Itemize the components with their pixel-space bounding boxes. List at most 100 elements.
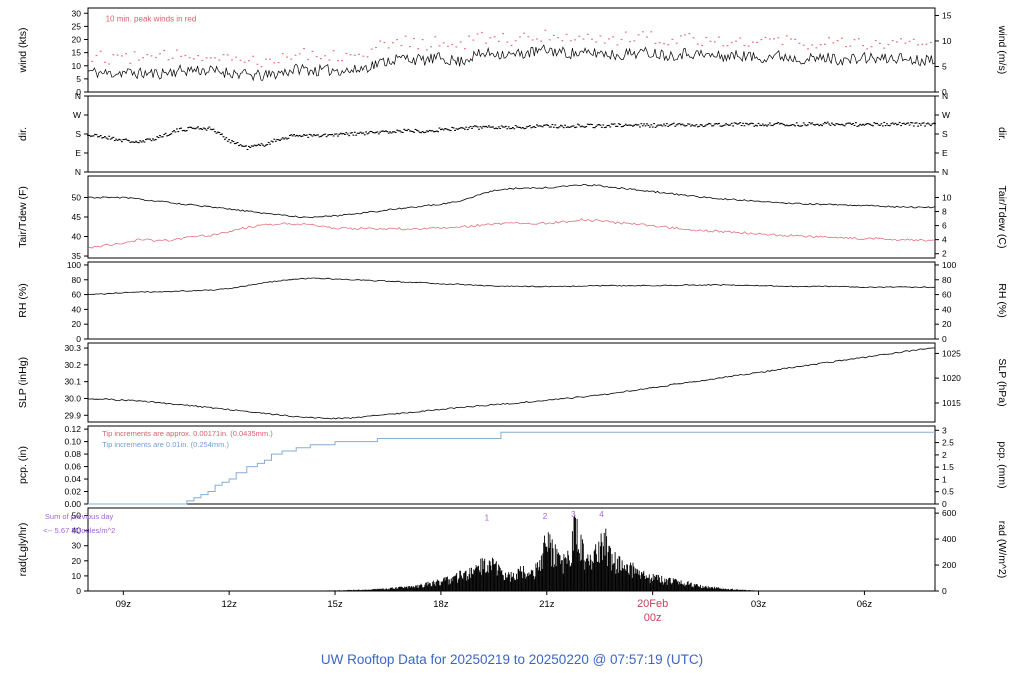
panel-pcp: 0.00 0.02 0.04 0.06 0.08 0.10 0.12 0 0.5 1 1.5 2 2.5… [17, 424, 1008, 509]
svg-text:0: 0 [76, 586, 81, 596]
panel-rad: 0 10 20 30 40 50 0 200 400 600 rad(Lgly/hr) rad (W/… [17, 507, 1008, 596]
series-precip-accum [88, 431, 935, 505]
ylabel-right-rh: RH (%) [996, 283, 1008, 317]
svg-text:20: 20 [942, 319, 952, 329]
svg-text:N: N [75, 167, 81, 177]
svg-text:0.12: 0.12 [64, 424, 81, 434]
svg-text:N: N [942, 167, 948, 177]
svg-text:0.02: 0.02 [64, 487, 81, 497]
ylabel-left-rad: rad(Lgly/hr) [17, 523, 29, 577]
svg-text:40: 40 [72, 526, 82, 536]
ylabel-left-pcp: pcp. (in) [17, 446, 29, 484]
svg-text:30: 30 [72, 8, 82, 18]
svg-text:100: 100 [942, 260, 956, 270]
svg-text:0: 0 [942, 586, 947, 596]
ylabel-left-slp: SLP (inHg) [17, 357, 29, 408]
x-tick-label: 06z [857, 599, 873, 610]
svg-text:400: 400 [942, 534, 956, 544]
svg-text:80: 80 [72, 275, 82, 285]
svg-text:5: 5 [76, 74, 81, 84]
svg-text:W: W [73, 110, 81, 120]
svg-text:20: 20 [72, 556, 82, 566]
svg-text:0.04: 0.04 [64, 474, 81, 484]
ylabel-right-rad: rad (W/m^2) [996, 521, 1008, 578]
annotation-text: Tip increments are approx. 0.00171in. (0… [102, 429, 273, 438]
ylabel-left-wind: wind (kts) [17, 28, 29, 74]
x-tick-label: 18z [433, 599, 449, 610]
series-slp [87, 347, 936, 420]
svg-text:10: 10 [72, 571, 82, 581]
svg-text:0.08: 0.08 [64, 449, 81, 459]
svg-text:80: 80 [942, 275, 952, 285]
series-rh [87, 277, 936, 295]
ylabel-right-wind: wind (m/s) [996, 25, 1008, 74]
svg-text:40: 40 [72, 232, 82, 242]
series-tdew [87, 218, 936, 249]
svg-text:20: 20 [72, 319, 82, 329]
x-tick-label: 21z [539, 599, 555, 610]
panel-slp: 29.9 30.0 30.1 30.2 30.3 1015 1020 1025 SLP (inH… [17, 342, 1008, 423]
svg-text:15: 15 [942, 10, 952, 20]
figure-title: UW Rooftop Data for 20250219 to 20250220… [320, 652, 704, 667]
ylabel-right-dir: dir. [996, 127, 1008, 141]
svg-text:2: 2 [942, 450, 947, 460]
svg-text:30.0: 30.0 [64, 393, 81, 403]
svg-text:45: 45 [72, 212, 82, 222]
svg-text:0: 0 [76, 334, 81, 344]
svg-text:30.2: 30.2 [64, 360, 81, 370]
svg-text:0: 0 [942, 334, 947, 344]
x-tick-label: 20Feb [637, 598, 668, 610]
svg-text:S: S [75, 129, 81, 139]
svg-text:20: 20 [72, 35, 82, 45]
svg-text:8: 8 [942, 207, 947, 217]
svg-text:1015: 1015 [942, 398, 961, 408]
svg-text:0: 0 [942, 87, 947, 97]
svg-text:35: 35 [72, 251, 82, 261]
svg-text:0: 0 [76, 87, 81, 97]
ylabel-left-dir: dir. [17, 127, 29, 141]
svg-text:0.5: 0.5 [942, 487, 954, 497]
svg-text:1025: 1025 [942, 348, 961, 358]
annotation-text: 4 [599, 510, 604, 519]
svg-text:6: 6 [942, 221, 947, 231]
svg-text:30.1: 30.1 [64, 377, 81, 387]
svg-text:30: 30 [72, 541, 82, 551]
ylabel-right-temp: Tair/Tdew (C) [996, 185, 1008, 248]
annotation-text: 3 [571, 510, 576, 519]
svg-text:60: 60 [72, 290, 82, 300]
svg-text:600: 600 [942, 508, 956, 518]
svg-text:15: 15 [72, 48, 82, 58]
x-tick-label2: 00z [644, 612, 662, 624]
svg-text:2.5: 2.5 [942, 438, 954, 448]
annotation-text: 2 [543, 512, 548, 521]
series-peak-wind [87, 29, 932, 68]
svg-text:1: 1 [942, 474, 947, 484]
x-tick-label: 15z [327, 599, 343, 610]
svg-text:100: 100 [67, 260, 81, 270]
svg-text:200: 200 [942, 560, 956, 570]
panel-rh: 0 20 40 60 80 100 0 20 40 60 80 100 RH (%) RH (%) [17, 260, 1008, 344]
series-tair [87, 183, 936, 219]
series-wind-direction [87, 121, 936, 150]
svg-text:0.00: 0.00 [64, 499, 81, 509]
x-tick-label: 12z [222, 599, 238, 610]
svg-text:N: N [942, 91, 948, 101]
svg-text:0: 0 [942, 499, 947, 509]
svg-text:3: 3 [942, 425, 947, 435]
svg-text:E: E [942, 148, 948, 158]
svg-text:40: 40 [72, 304, 82, 314]
svg-text:10: 10 [942, 192, 952, 202]
svg-text:60: 60 [942, 290, 952, 300]
series-solar-rad [316, 515, 767, 591]
ylabel-left-rh: RH (%) [17, 283, 29, 317]
series-wind-speed [88, 44, 935, 82]
annotation-text: 1 [485, 514, 490, 523]
svg-text:40: 40 [942, 304, 952, 314]
annotation-text: Sum of previous day [45, 512, 114, 521]
svg-text:29.9: 29.9 [64, 410, 81, 420]
svg-text:0.10: 0.10 [64, 437, 81, 447]
svg-text:10: 10 [942, 36, 952, 46]
